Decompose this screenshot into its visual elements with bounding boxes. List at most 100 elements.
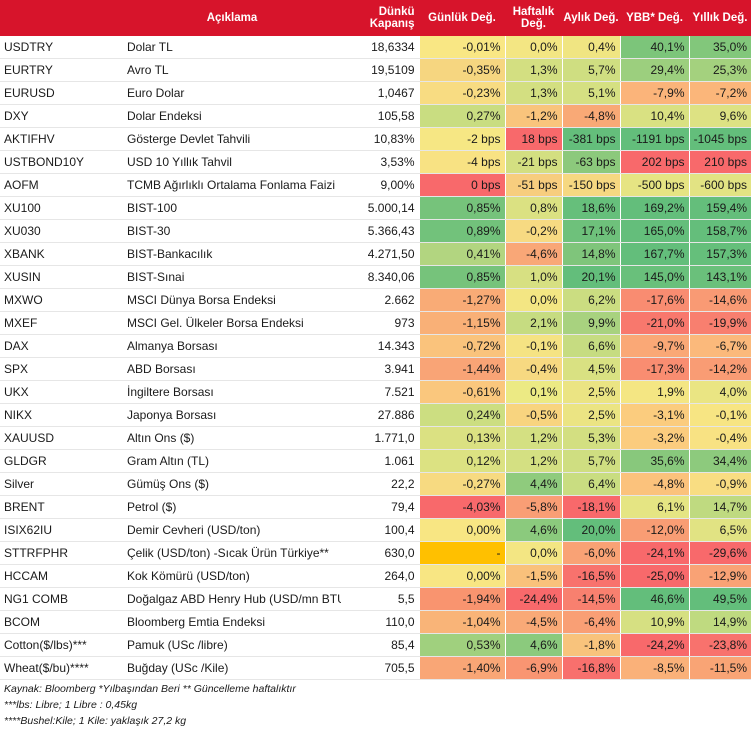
cell-close: 100,4 xyxy=(341,518,419,542)
cell-monthly: -1,8% xyxy=(561,633,620,657)
cell-description: Dolar Endeksi xyxy=(123,104,341,128)
cell-monthly: 14,8% xyxy=(561,242,620,266)
cell-monthly: 5,7% xyxy=(561,58,620,82)
cell-ytd: -3,2% xyxy=(619,426,689,450)
cell-yearly: -6,7% xyxy=(688,334,751,358)
cell-daily: -0,72% xyxy=(418,334,505,358)
cell-monthly: 9,9% xyxy=(561,311,620,335)
cell-monthly: 6,4% xyxy=(561,472,620,496)
cell-yearly: 34,4% xyxy=(688,449,751,473)
cell-close: 973 xyxy=(341,311,419,335)
cell-yearly: -14,2% xyxy=(688,357,751,381)
cell-ytd: 1,9% xyxy=(619,380,689,404)
cell-weekly: -0,1% xyxy=(504,334,562,358)
cell-weekly: 4,6% xyxy=(504,633,562,657)
cell-yearly: -0,1% xyxy=(688,403,751,427)
footnote-libre: ***lbs: Libre; 1 Libre : 0,45kg xyxy=(4,699,138,711)
cell-weekly: 4,4% xyxy=(504,472,562,496)
cell-ytd: 10,9% xyxy=(619,610,689,634)
cell-ytd: 165,0% xyxy=(619,219,689,243)
cell-daily: 0,41% xyxy=(418,242,505,266)
cell-weekly: -0,5% xyxy=(504,403,562,427)
cell-description: Çelik (USD/ton) -Sıcak Ürün Türkiye** xyxy=(123,541,341,565)
cell-monthly: -16,8% xyxy=(561,656,620,680)
cell-daily: -4 bps xyxy=(418,150,505,174)
cell-monthly: 6,2% xyxy=(561,288,620,312)
cell-ytd: -12,0% xyxy=(619,518,689,542)
table-row: USTBOND10Y USD 10 Yıllık Tahvil 3,53% -4 bp… xyxy=(0,150,751,174)
cell-description: İngiltere Borsası xyxy=(123,380,341,404)
cell-close: 1,0467 xyxy=(341,81,419,105)
cell-close: 630,0 xyxy=(341,541,419,565)
cell-daily: -0,35% xyxy=(418,58,505,82)
cell-weekly: 1,0% xyxy=(504,265,562,289)
cell-description: Kok Kömürü (USD/ton) xyxy=(123,564,341,588)
cell-weekly: 0,0% xyxy=(504,288,562,312)
table-row: XAUUSD Altın Ons ($) 1.771,0 0,13% 1,2% 5,3% -… xyxy=(0,426,751,450)
cell-daily: -0,23% xyxy=(418,81,505,105)
cell-daily: 0 bps xyxy=(418,173,505,197)
cell-yearly: 14,7% xyxy=(688,495,751,519)
cell-yearly: -0,4% xyxy=(688,426,751,450)
cell-monthly: 0,4% xyxy=(561,36,620,59)
cell-description: Dolar TL xyxy=(123,36,341,59)
cell-description: MSCI Dünya Borsa Endeksi xyxy=(123,288,341,312)
cell-monthly: 17,1% xyxy=(561,219,620,243)
header-weekly: Haftalık Değ. xyxy=(505,0,563,36)
header-daily: Günlük Değ. xyxy=(419,0,506,36)
cell-close: 1.771,0 xyxy=(341,426,419,450)
table-row: UKX İngiltere Borsası 7.521 -0,61% 0,1% 2,5% 1… xyxy=(0,380,751,404)
header-row: Açıklama Dünkü Kapanış Günlük Değ. Hafta… xyxy=(0,0,751,36)
cell-close: 85,4 xyxy=(341,633,419,657)
header-yearly: Yıllık Değ. xyxy=(689,0,751,36)
cell-code: DAX xyxy=(0,334,123,358)
cell-close: 105,58 xyxy=(341,104,419,128)
cell-code: XUSIN xyxy=(0,265,123,289)
cell-code: EURTRY xyxy=(0,58,123,82)
cell-weekly: -6,9% xyxy=(504,656,562,680)
cell-monthly: -18,1% xyxy=(561,495,620,519)
table-row: AKTIFHV Gösterge Devlet Tahvili 10,83% -2 b… xyxy=(0,127,751,151)
cell-close: 18,6334 xyxy=(341,36,419,59)
cell-yearly: 210 bps xyxy=(688,150,751,174)
cell-yearly: 159,4% xyxy=(688,196,751,220)
cell-code: AKTIFHV xyxy=(0,127,123,151)
cell-monthly: 2,5% xyxy=(561,403,620,427)
cell-description: Petrol ($) xyxy=(123,495,341,519)
cell-ytd: 35,6% xyxy=(619,449,689,473)
cell-code: UKX xyxy=(0,380,123,404)
cell-close: 5.366,43 xyxy=(341,219,419,243)
cell-daily: -0,61% xyxy=(418,380,505,404)
cell-description: Demir Cevheri (USD/ton) xyxy=(123,518,341,542)
cell-yearly: -23,8% xyxy=(688,633,751,657)
cell-description: MSCI Gel. Ülkeler Borsa Endeksi xyxy=(123,311,341,335)
header-description: Açıklama xyxy=(123,0,342,36)
cell-code: SPX xyxy=(0,357,123,381)
cell-code: MXWO xyxy=(0,288,123,312)
cell-weekly: -24,4% xyxy=(504,587,562,611)
footnotes: Kaynak: Bloomberg *Yılbaşından Beri ** G… xyxy=(0,680,751,729)
cell-daily: -0,27% xyxy=(418,472,505,496)
cell-monthly: -6,4% xyxy=(561,610,620,634)
cell-daily: -1,27% xyxy=(418,288,505,312)
table-row: AOFM TCMB Ağırlıklı Ortalama Fonlama Faiz… xyxy=(0,173,751,197)
header-ytd: YBB* Değ. xyxy=(620,0,690,36)
cell-yearly: -1045 bps xyxy=(688,127,751,151)
cell-description: Japonya Borsası xyxy=(123,403,341,427)
table-row: SPX ABD Borsası 3.941 -1,44% -0,4% 4,5% -17,3%… xyxy=(0,357,751,381)
cell-description: ABD Borsası xyxy=(123,357,341,381)
cell-monthly: -63 bps xyxy=(561,150,620,174)
cell-close: 8.340,06 xyxy=(341,265,419,289)
table-row: STTRFPHR Çelik (USD/ton) -Sıcak Ürün Türk… xyxy=(0,541,751,565)
cell-description: Avro TL xyxy=(123,58,341,82)
cell-yearly: -11,5% xyxy=(688,656,751,680)
cell-description: Euro Dolar xyxy=(123,81,341,105)
cell-close: 22,2 xyxy=(341,472,419,496)
cell-daily: -1,04% xyxy=(418,610,505,634)
cell-monthly: 20,1% xyxy=(561,265,620,289)
table-row: Silver Gümüş Ons ($) 22,2 -0,27% 4,4% 6,4% -4,… xyxy=(0,472,751,496)
cell-close: 14.343 xyxy=(341,334,419,358)
table-row: ISIX62IU Demir Cevheri (USD/ton) 100,4 0,00… xyxy=(0,518,751,542)
table-row: EURTRY Avro TL 19,5109 -0,35% 1,3% 5,7% 29,4% 2… xyxy=(0,58,751,82)
cell-weekly: 1,3% xyxy=(504,81,562,105)
